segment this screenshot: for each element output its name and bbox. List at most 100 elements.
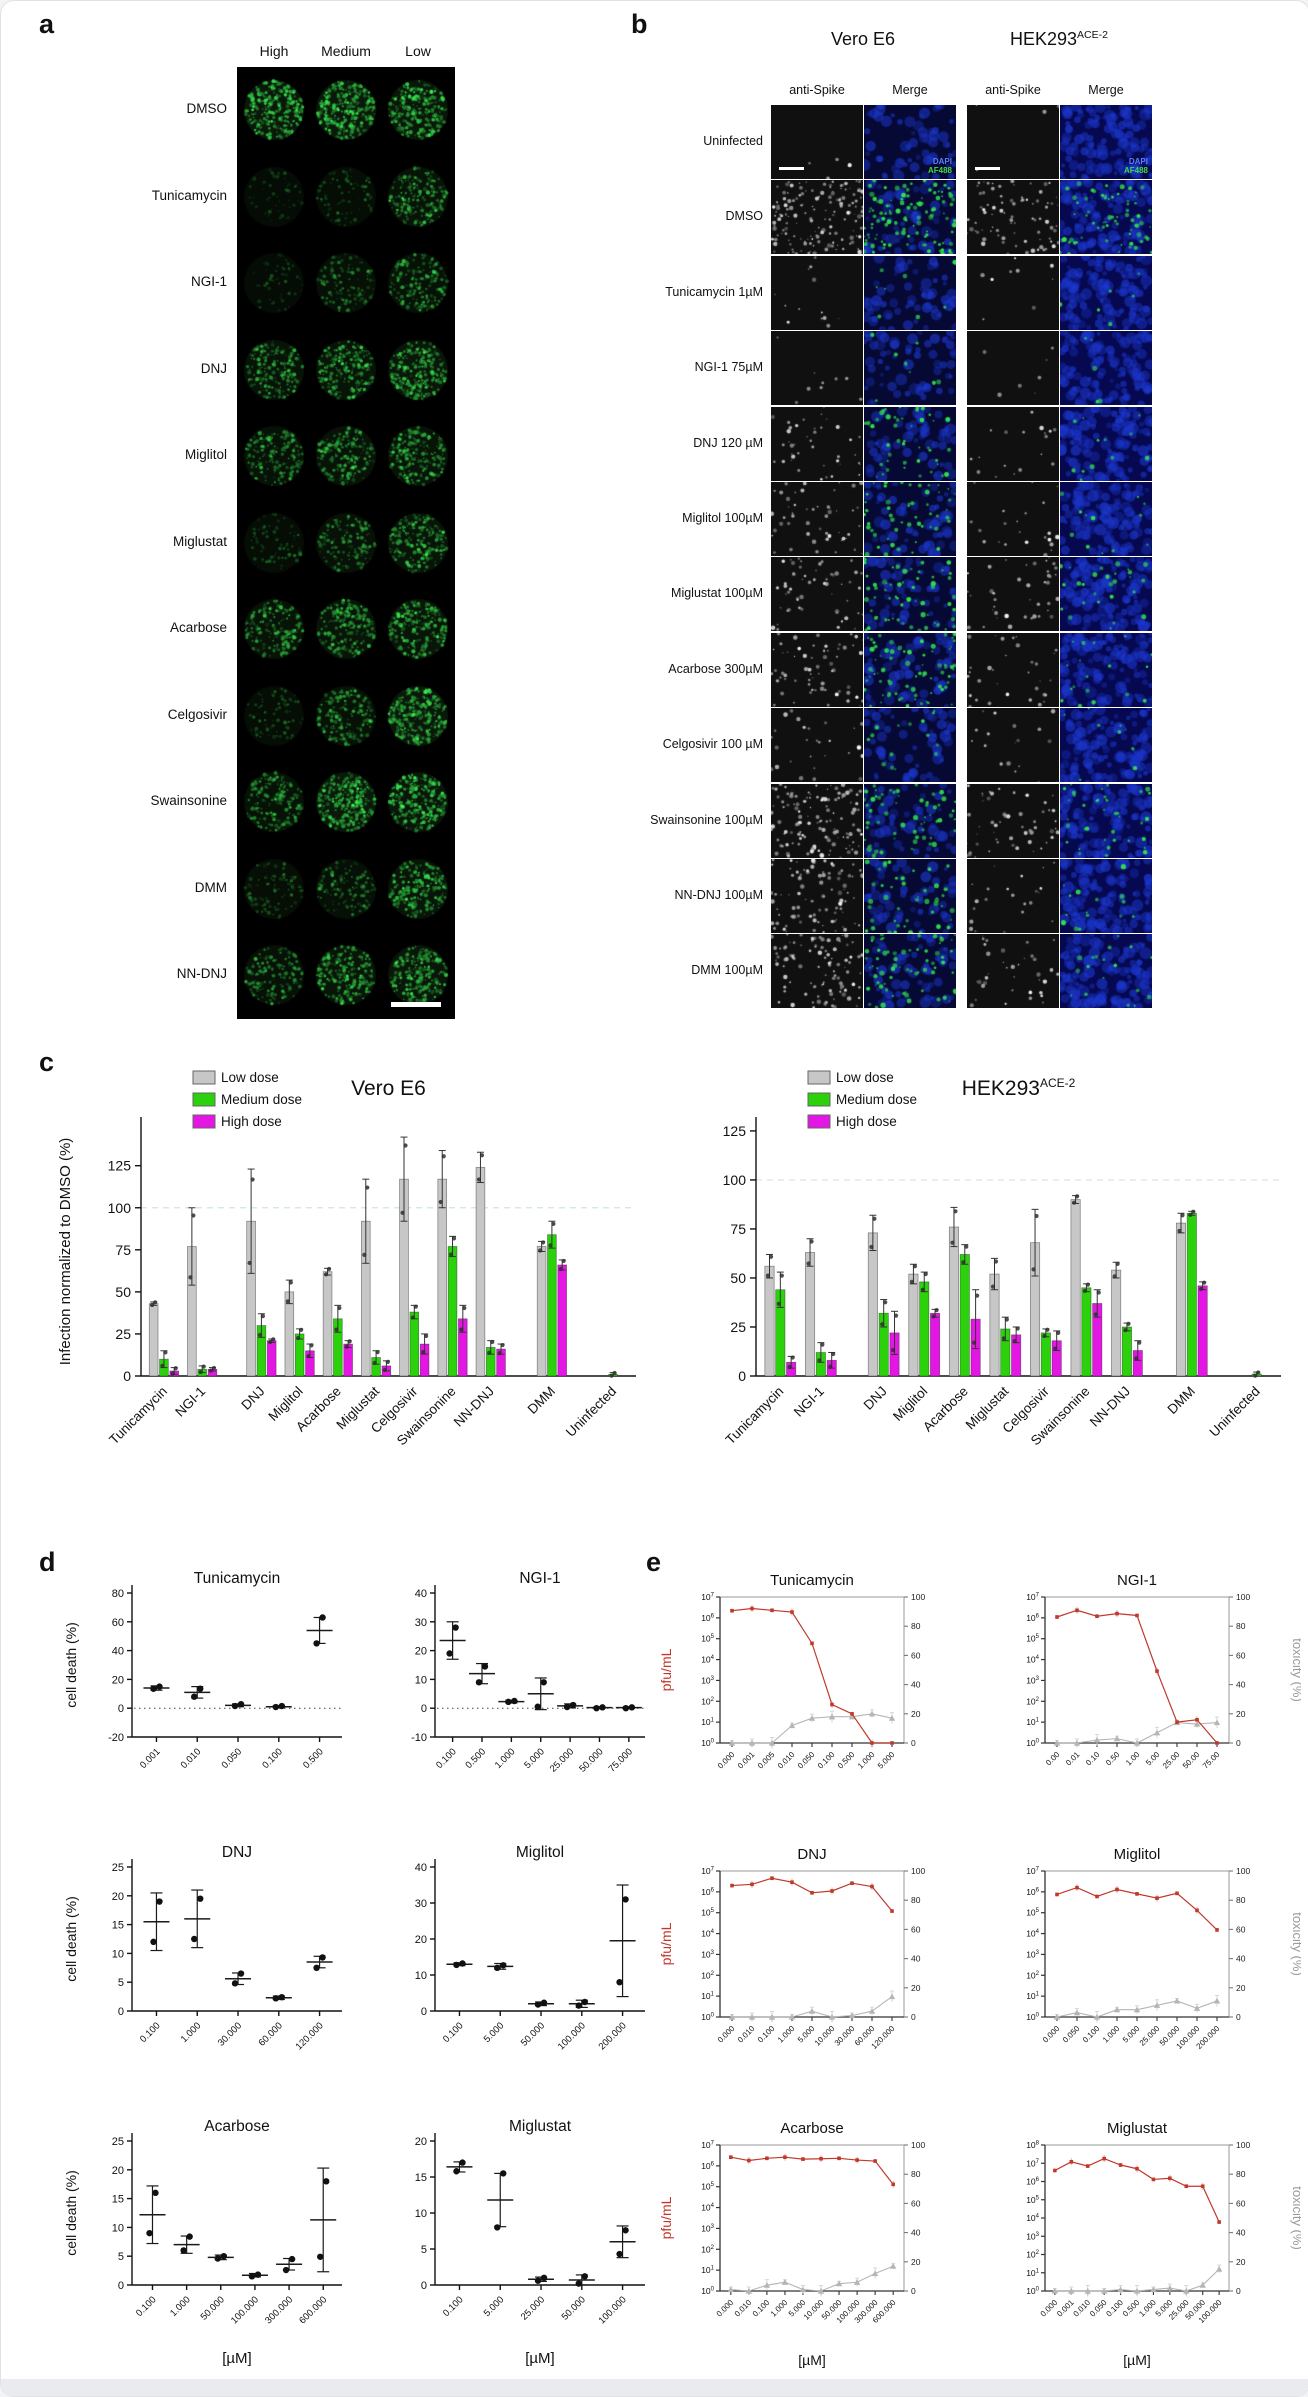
titer-toxicity-chart: NGI-110010110210310410510610702040608010… [981, 1557, 1301, 1823]
micrograph-merge [864, 256, 956, 330]
stain-header: Merge [892, 83, 927, 97]
micrograph-anti-spike [771, 859, 863, 933]
micrograph-merge [864, 180, 956, 254]
svg-text:20: 20 [911, 1709, 921, 1719]
micrograph-merge [1060, 256, 1152, 330]
svg-text:125: 125 [723, 1123, 747, 1139]
micrograph-anti-spike [771, 482, 863, 556]
scientific-figure-page: a High Medium Low DMSO Tunicamycin NGI-1 DNJ M… [0, 0, 1308, 2397]
well-image [386, 597, 450, 661]
svg-text:100: 100 [1026, 2286, 1039, 2296]
well-image [314, 78, 378, 142]
x-tick-label: 1.000 [493, 1746, 518, 1771]
dose-header: Low [405, 43, 431, 59]
micrograph-anti-spike [967, 934, 1059, 1008]
y-axis-label: cell death (%) [63, 2170, 79, 2256]
cell-death-chart: Miglustat051015200.100 5.000 25.000 50.000 1… [359, 2105, 659, 2371]
micrograph-anti-spike [771, 331, 863, 405]
svg-text:104: 104 [701, 1929, 714, 1939]
micrograph-merge [1060, 331, 1152, 405]
svg-text:100: 100 [1236, 1866, 1250, 1876]
micrograph-anti-spike [967, 256, 1059, 330]
svg-text:0: 0 [1236, 2286, 1241, 2296]
svg-text:25: 25 [115, 1326, 131, 1342]
panel-label-d: d [39, 1549, 56, 1576]
x-tick-label: 1.000 [179, 2020, 204, 2045]
svg-text:125: 125 [108, 1158, 132, 1174]
well-image [242, 770, 306, 834]
treatment-label: Celgosivir [1, 707, 227, 722]
treatment-label: Miglitol 100µM [431, 511, 763, 525]
svg-text:-10: -10 [411, 1732, 427, 1744]
x-tick-label: 1.00 [1124, 1750, 1142, 1768]
svg-text:100: 100 [911, 1592, 925, 1602]
x-tick-label: 5.000 [482, 2294, 507, 2319]
chart-title: DNJ [222, 1844, 252, 1861]
micrograph-merge [864, 407, 956, 481]
svg-text:10: 10 [415, 1970, 427, 1982]
x-category-label: DMM [1165, 1384, 1198, 1417]
svg-text:0: 0 [911, 1738, 916, 1748]
micrograph-anti-spike [771, 633, 863, 707]
merge-channel-legend: DAPI AF488 [868, 157, 952, 175]
svg-text:107: 107 [1026, 2158, 1039, 2168]
svg-text:5: 5 [118, 2251, 124, 2263]
well-image [314, 770, 378, 834]
x-category-label: NN-DNJ [1087, 1384, 1133, 1430]
x-tick-label: 0.100 [434, 1746, 459, 1771]
x-category-label: Tunicamycin [106, 1384, 170, 1448]
svg-text:102: 102 [701, 1970, 714, 1980]
well-image [242, 251, 306, 315]
cell-death-chart: Acarbose 0 5 10 15 20 25 cell death (%) 0.100 1.0… [56, 2105, 356, 2371]
micrograph-anti-spike [967, 557, 1059, 631]
svg-text:60: 60 [911, 2198, 921, 2208]
x-category-label: DNJ [238, 1384, 267, 1413]
svg-text:10: 10 [112, 2222, 124, 2234]
svg-text:10: 10 [415, 2208, 427, 2220]
well-image [314, 338, 378, 402]
svg-text:15: 15 [112, 1920, 124, 1932]
svg-text:101: 101 [701, 2265, 714, 2275]
treatment-label: NN-DNJ [1, 966, 227, 981]
svg-text:102: 102 [701, 1696, 714, 1706]
svg-text:105: 105 [1026, 1634, 1039, 1644]
infection-bar-chart-hek293: 0255075100125HEK293ACE-2Low doseMedium d… [661, 1059, 1296, 1511]
svg-text:104: 104 [701, 1655, 714, 1665]
x-tick-label: 100.000 [229, 2294, 261, 2326]
svg-text:20: 20 [112, 2165, 124, 2177]
titer-toxicity-chart: Miglitol 100 101 102 103 104 105 106 107 0 20 40 60 8… [981, 1831, 1301, 2097]
chart-title: Acarbose [204, 2118, 269, 2135]
legend-label: Medium dose [221, 1092, 302, 1107]
svg-text:40: 40 [911, 1680, 921, 1690]
chart-title: Tunicamycin [194, 1570, 280, 1587]
svg-text:103: 103 [1026, 1949, 1039, 1959]
treatment-label: Tunicamycin [1, 188, 227, 203]
well-image [242, 597, 306, 661]
x-tick-label: 0.500 [1121, 2298, 1142, 2319]
well-image [314, 511, 378, 575]
micrograph-anti-spike [967, 482, 1059, 556]
chart-title: NGI-1 [1117, 1572, 1157, 1589]
svg-text:80: 80 [911, 2169, 921, 2179]
svg-text:60: 60 [112, 1617, 124, 1629]
chart-title: Miglitol [1114, 1846, 1161, 1863]
x-tick-label: 1.000 [1137, 2298, 1158, 2319]
micrograph-anti-spike [967, 859, 1059, 933]
svg-text:20: 20 [415, 2136, 427, 2148]
svg-text:106: 106 [701, 1887, 714, 1897]
svg-text:0: 0 [118, 2280, 124, 2292]
micrograph-merge [1060, 784, 1152, 858]
svg-text:100: 100 [701, 1738, 714, 1748]
x-tick-label: 300.000 [263, 2294, 295, 2326]
well-image [314, 251, 378, 315]
x-tick-label: 1.000 [1101, 2024, 1122, 2045]
svg-text:103: 103 [1026, 2231, 1039, 2241]
x-tick-label: 0.100 [441, 2294, 466, 2319]
svg-text:100: 100 [108, 1200, 132, 1216]
well-image [242, 857, 306, 921]
x-tick-label: 5.000 [876, 1750, 897, 1771]
chart-title: HEK293ACE-2 [962, 1076, 1076, 1100]
svg-text:30: 30 [415, 1617, 427, 1629]
x-tick-label: 1.000 [856, 1750, 877, 1771]
svg-text:60: 60 [911, 1650, 921, 1660]
